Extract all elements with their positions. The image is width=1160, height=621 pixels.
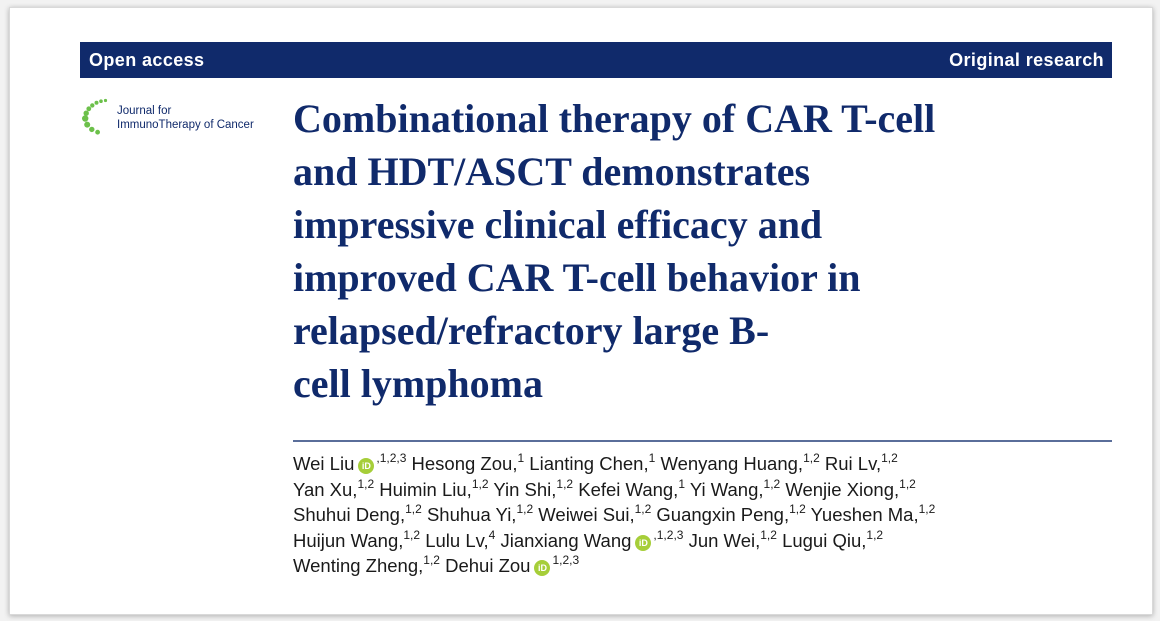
journal-name-line-1: Journal for xyxy=(117,105,172,117)
author-name: Shuhua Yi, xyxy=(426,504,517,525)
affiliation-superscript: 1,2 xyxy=(789,502,806,516)
author-name: Dehui Zou xyxy=(445,555,531,576)
author-name: Huimin Liu, xyxy=(379,478,472,500)
author: Wenjie Xiong,1,2 xyxy=(785,476,916,500)
author: Wenting Zheng,1,2 xyxy=(293,553,445,576)
article-type-label: Original research xyxy=(949,50,1104,70)
author-name: Kefei Wang, xyxy=(578,478,679,500)
dotted-arc-logo-icon xyxy=(82,98,108,135)
author-name: Wenting Zheng, xyxy=(293,555,424,576)
journal-name-line-2: ImmunoTherapy of Cancer xyxy=(117,119,254,131)
affiliation-superscript: 1,2 xyxy=(556,476,574,491)
affiliation-superscript: 1 xyxy=(517,451,525,465)
author: Jun Wei,1,2 xyxy=(688,527,782,551)
author-name: Wenjie Xiong, xyxy=(785,478,900,500)
title-line: Combinational therapy of CAR T-cell xyxy=(293,96,936,141)
author-name: Rui Lv, xyxy=(824,453,882,474)
author: Yin Shi,1,2 xyxy=(493,476,578,500)
author-name: Huijun Wang, xyxy=(293,529,404,551)
affiliation-superscript: ,1,2,3 xyxy=(653,527,684,542)
author: Wenyang Huang,1,2 xyxy=(660,451,824,474)
author-line: Wenting Zheng,1,2 Dehui Zou iD1,2,3 xyxy=(293,553,1133,579)
open-access-label: Open access xyxy=(89,50,205,70)
author-line: Yan Xu,1,2 Huimin Liu,1,2 Yin Shi,1,2 Ke… xyxy=(293,477,1133,503)
author: Shuhui Deng,1,2 xyxy=(293,502,427,525)
author-line: Huijun Wang,1,2 Lulu Lv,4 Jianxiang Wang… xyxy=(293,528,1133,554)
author: Jianxiang Wang iD,1,2,3 xyxy=(500,527,688,551)
affiliation-superscript: 1,2 xyxy=(403,527,421,542)
author: Huimin Liu,1,2 xyxy=(379,476,493,500)
title-divider xyxy=(293,440,1112,442)
author-name: Yan Xu, xyxy=(293,478,358,500)
affiliation-superscript: 1,2 xyxy=(899,476,916,491)
author-line: Shuhui Deng,1,2 Shuhua Yi,1,2 Weiwei Sui… xyxy=(293,502,1133,528)
affiliation-superscript: 1,2 xyxy=(357,476,375,491)
title-line: cell lymphoma xyxy=(293,361,543,406)
author-name: Wenyang Huang, xyxy=(660,453,804,474)
author: Lianting Chen,1 xyxy=(529,451,660,474)
orcid-icon[interactable]: iD xyxy=(534,560,551,576)
title-line: improved CAR T-cell behavior in xyxy=(293,255,861,300)
affiliation-superscript: 1,2 xyxy=(866,527,884,542)
affiliation-superscript: 1,2 xyxy=(803,451,820,465)
author-name: Yueshen Ma, xyxy=(810,504,919,525)
affiliation-superscript: 1,2 xyxy=(405,502,422,516)
affiliation-superscript: 1,2 xyxy=(881,451,898,465)
author: Guangxin Peng,1,2 xyxy=(656,502,810,525)
orcid-icon[interactable]: iD xyxy=(635,534,652,551)
author: Yan Xu,1,2 xyxy=(293,476,379,500)
author-name: Lugui Qiu, xyxy=(782,529,867,551)
title-line: impressive clinical efficacy and xyxy=(293,202,823,247)
author: Dehui Zou iD1,2,3 xyxy=(445,553,580,576)
affiliation-superscript: 1 xyxy=(678,476,686,491)
affiliation-superscript: ,1,2,3 xyxy=(376,451,407,465)
journal-logo: Journal for ImmunoTherapy of Cancer xyxy=(78,97,278,141)
author-list: Wei Liu iD,1,2,3 Hesong Zou,1 Lianting Ch… xyxy=(293,451,1133,579)
author-name: Lianting Chen, xyxy=(529,453,649,474)
author: Huijun Wang,1,2 xyxy=(293,527,425,551)
author-name: Hesong Zou, xyxy=(411,453,518,474)
orcid-icon[interactable]: iD xyxy=(358,458,375,474)
affiliation-superscript: 4 xyxy=(488,527,496,542)
author: Shuhua Yi,1,2 xyxy=(426,502,538,525)
author-line: Wei Liu iD,1,2,3 Hesong Zou,1 Lianting Ch… xyxy=(293,451,1133,477)
affiliation-superscript: 1,2 xyxy=(516,502,534,516)
author: Weiwei Sui,1,2 xyxy=(538,502,656,525)
author: Lulu Lv,4 xyxy=(425,527,500,551)
author-name: Jianxiang Wang xyxy=(500,529,632,551)
author: Lugui Qiu,1,2 xyxy=(782,527,884,551)
author-name: Weiwei Sui, xyxy=(538,504,635,525)
affiliation-superscript: 1,2 xyxy=(918,502,936,516)
author: Yi Wang,1,2 xyxy=(689,476,786,500)
affiliation-superscript: 1,2,3 xyxy=(552,553,580,567)
affiliation-superscript: 1,2 xyxy=(760,527,777,542)
author-name: Yin Shi, xyxy=(493,478,557,500)
affiliation-superscript: 1,2 xyxy=(634,502,652,516)
article-title: Combinational therapy of CAR T-cell and H… xyxy=(293,92,1093,410)
author: Kefei Wang,1 xyxy=(578,476,690,500)
affiliation-superscript: 1 xyxy=(648,451,656,465)
author-name: Guangxin Peng, xyxy=(656,504,790,525)
author-name: Yi Wang, xyxy=(689,478,764,500)
author-name: Lulu Lv, xyxy=(425,529,489,551)
article-card: Open access Original research Journal fo… xyxy=(9,7,1153,615)
author: Wei Liu iD,1,2,3 xyxy=(293,451,412,474)
title-line: relapsed/refractory large B- xyxy=(293,308,770,353)
affiliation-superscript: 1,2 xyxy=(763,476,781,491)
affiliation-superscript: 1,2 xyxy=(471,476,489,491)
header-banner: Open access Original research xyxy=(80,42,1112,78)
author-name: Shuhui Deng, xyxy=(293,504,406,525)
author-name: Wei Liu xyxy=(293,453,355,474)
affiliation-superscript: 1,2 xyxy=(423,553,440,567)
author-name: Jun Wei, xyxy=(688,529,761,551)
author: Hesong Zou,1 xyxy=(411,451,530,474)
author: Yueshen Ma,1,2 xyxy=(810,502,936,525)
author: Rui Lv,1,2 xyxy=(824,451,898,474)
title-line: and HDT/ASCT demonstrates xyxy=(293,149,811,194)
